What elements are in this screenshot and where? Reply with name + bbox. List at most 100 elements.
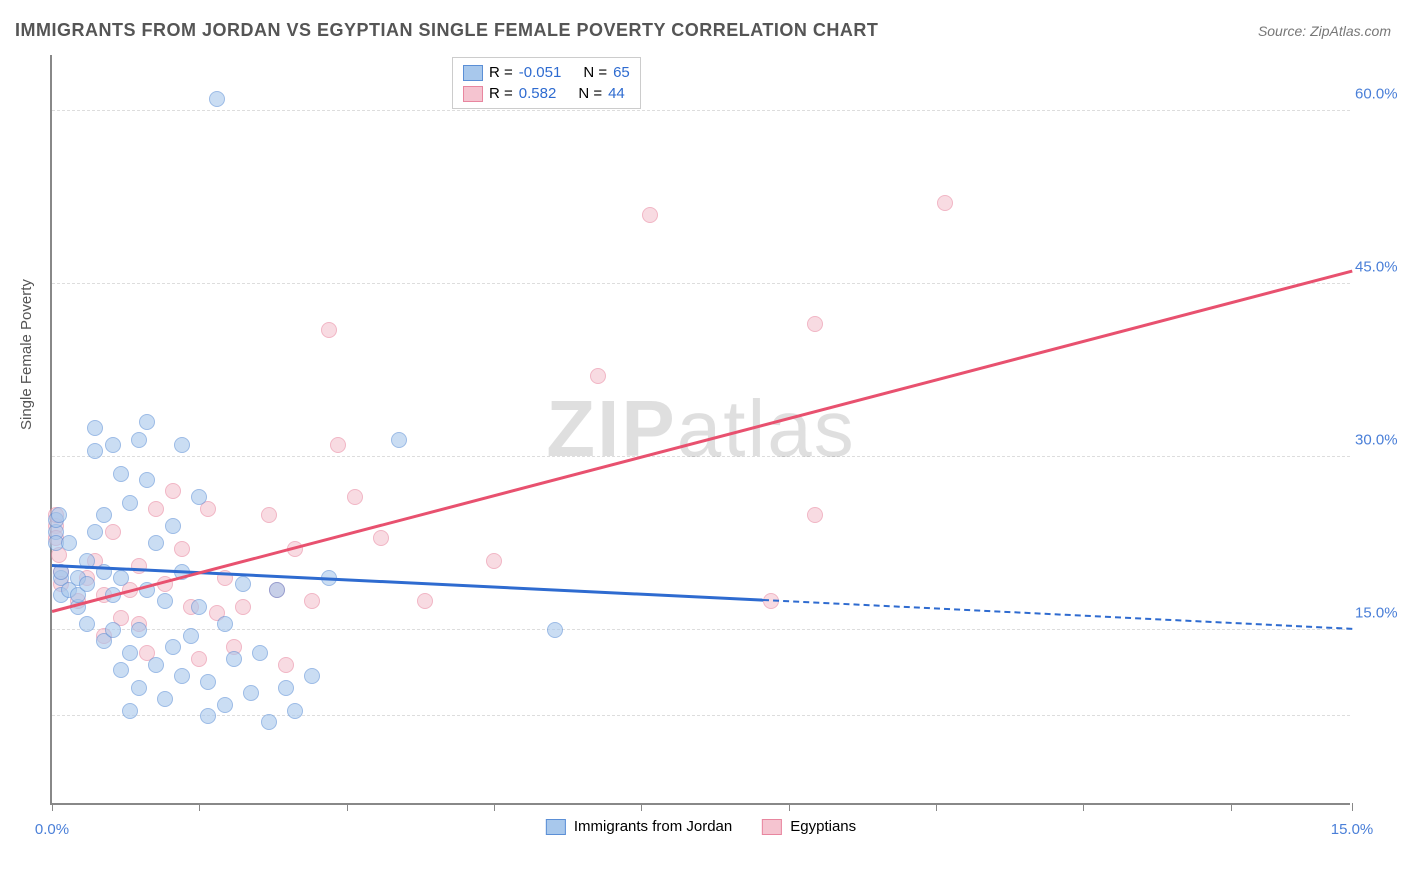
scatter-point-jordan <box>148 657 164 673</box>
y-tick-label: 45.0% <box>1355 258 1405 275</box>
scatter-point-jordan <box>191 489 207 505</box>
x-tick <box>199 803 200 811</box>
scatter-point-jordan <box>113 570 129 586</box>
n-value-jordan: 65 <box>613 64 630 81</box>
y-tick-label: 30.0% <box>1355 431 1405 448</box>
scatter-point-egyptians <box>105 524 121 540</box>
scatter-point-egyptians <box>486 553 502 569</box>
scatter-point-jordan <box>105 622 121 638</box>
scatter-point-jordan <box>79 576 95 592</box>
x-tick <box>936 803 937 811</box>
scatter-point-egyptians <box>642 207 658 223</box>
legend-swatch-jordan-icon <box>546 819 566 835</box>
legend-label-egyptians: Egyptians <box>790 818 856 835</box>
x-tick <box>494 803 495 811</box>
scatter-point-egyptians <box>304 593 320 609</box>
scatter-point-egyptians <box>417 593 433 609</box>
scatter-point-jordan <box>87 443 103 459</box>
scatter-point-jordan <box>105 437 121 453</box>
x-tick <box>1083 803 1084 811</box>
scatter-point-jordan <box>174 668 190 684</box>
scatter-point-egyptians <box>807 316 823 332</box>
scatter-point-egyptians <box>165 483 181 499</box>
scatter-point-jordan <box>131 622 147 638</box>
x-tick <box>789 803 790 811</box>
scatter-point-jordan <box>87 524 103 540</box>
scatter-point-jordan <box>157 593 173 609</box>
x-tick <box>52 803 53 811</box>
scatter-point-jordan <box>122 703 138 719</box>
legend-item-jordan: Immigrants from Jordan <box>546 818 732 835</box>
scatter-point-jordan <box>157 691 173 707</box>
scatter-point-jordan <box>79 616 95 632</box>
scatter-point-egyptians <box>330 437 346 453</box>
trend-line-egyptians <box>52 270 1353 613</box>
scatter-point-jordan <box>391 432 407 448</box>
r-value-jordan: -0.051 <box>519 64 562 81</box>
scatter-point-jordan <box>113 662 129 678</box>
scatter-plot-area: ZIPatlas R = -0.051 N = 65 R = 0.582 N =… <box>50 55 1350 805</box>
n-value-egyptians: 44 <box>608 85 625 102</box>
scatter-point-jordan <box>51 507 67 523</box>
gridline <box>52 456 1350 457</box>
trend-line-jordan-dashed <box>763 599 1352 630</box>
scatter-point-jordan <box>122 645 138 661</box>
scatter-point-egyptians <box>937 195 953 211</box>
scatter-point-jordan <box>217 697 233 713</box>
legend-swatch-egyptians-icon <box>762 819 782 835</box>
x-tick <box>1352 803 1353 811</box>
scatter-point-jordan <box>139 414 155 430</box>
scatter-point-egyptians <box>347 489 363 505</box>
legend-swatch-egyptians <box>463 86 483 102</box>
scatter-point-jordan <box>217 616 233 632</box>
scatter-point-egyptians <box>590 368 606 384</box>
scatter-point-jordan <box>131 432 147 448</box>
scatter-point-jordan <box>122 495 138 511</box>
scatter-point-jordan <box>139 472 155 488</box>
scatter-point-jordan <box>252 645 268 661</box>
scatter-point-jordan <box>304 668 320 684</box>
legend-label-jordan: Immigrants from Jordan <box>574 818 732 835</box>
y-tick-label: 15.0% <box>1355 604 1405 621</box>
scatter-point-egyptians <box>261 507 277 523</box>
chart-title: IMMIGRANTS FROM JORDAN VS EGYPTIAN SINGL… <box>15 20 878 41</box>
scatter-point-jordan <box>261 714 277 730</box>
scatter-point-jordan <box>131 680 147 696</box>
scatter-point-egyptians <box>373 530 389 546</box>
y-axis-label: Single Female Poverty <box>18 279 35 430</box>
scatter-point-jordan <box>243 685 259 701</box>
scatter-point-jordan <box>278 680 294 696</box>
source-attribution: Source: ZipAtlas.com <box>1258 23 1391 39</box>
scatter-point-jordan <box>165 518 181 534</box>
scatter-point-jordan <box>61 535 77 551</box>
scatter-point-jordan <box>165 639 181 655</box>
scatter-point-jordan <box>226 651 242 667</box>
legend-row-egyptians: R = 0.582 N = 44 <box>463 83 630 104</box>
correlation-legend: R = -0.051 N = 65 R = 0.582 N = 44 <box>452 57 641 109</box>
scatter-point-egyptians <box>807 507 823 523</box>
scatter-point-egyptians <box>235 599 251 615</box>
gridline <box>52 629 1350 630</box>
scatter-point-jordan <box>113 466 129 482</box>
scatter-point-jordan <box>148 535 164 551</box>
x-tick <box>347 803 348 811</box>
scatter-point-egyptians <box>148 501 164 517</box>
scatter-point-jordan <box>235 576 251 592</box>
scatter-point-jordan <box>547 622 563 638</box>
scatter-point-jordan <box>174 437 190 453</box>
scatter-point-jordan <box>191 599 207 615</box>
x-tick-label: 15.0% <box>1331 821 1374 838</box>
legend-row-jordan: R = -0.051 N = 65 <box>463 62 630 83</box>
gridline <box>52 110 1350 111</box>
scatter-point-jordan <box>269 582 285 598</box>
x-tick-label: 0.0% <box>35 821 69 838</box>
scatter-point-jordan <box>200 674 216 690</box>
scatter-point-jordan <box>87 420 103 436</box>
gridline <box>52 283 1350 284</box>
scatter-point-jordan <box>96 507 112 523</box>
scatter-point-egyptians <box>278 657 294 673</box>
scatter-point-jordan <box>183 628 199 644</box>
legend-item-egyptians: Egyptians <box>762 818 856 835</box>
legend-swatch-jordan <box>463 65 483 81</box>
series-legend: Immigrants from Jordan Egyptians <box>546 818 856 835</box>
